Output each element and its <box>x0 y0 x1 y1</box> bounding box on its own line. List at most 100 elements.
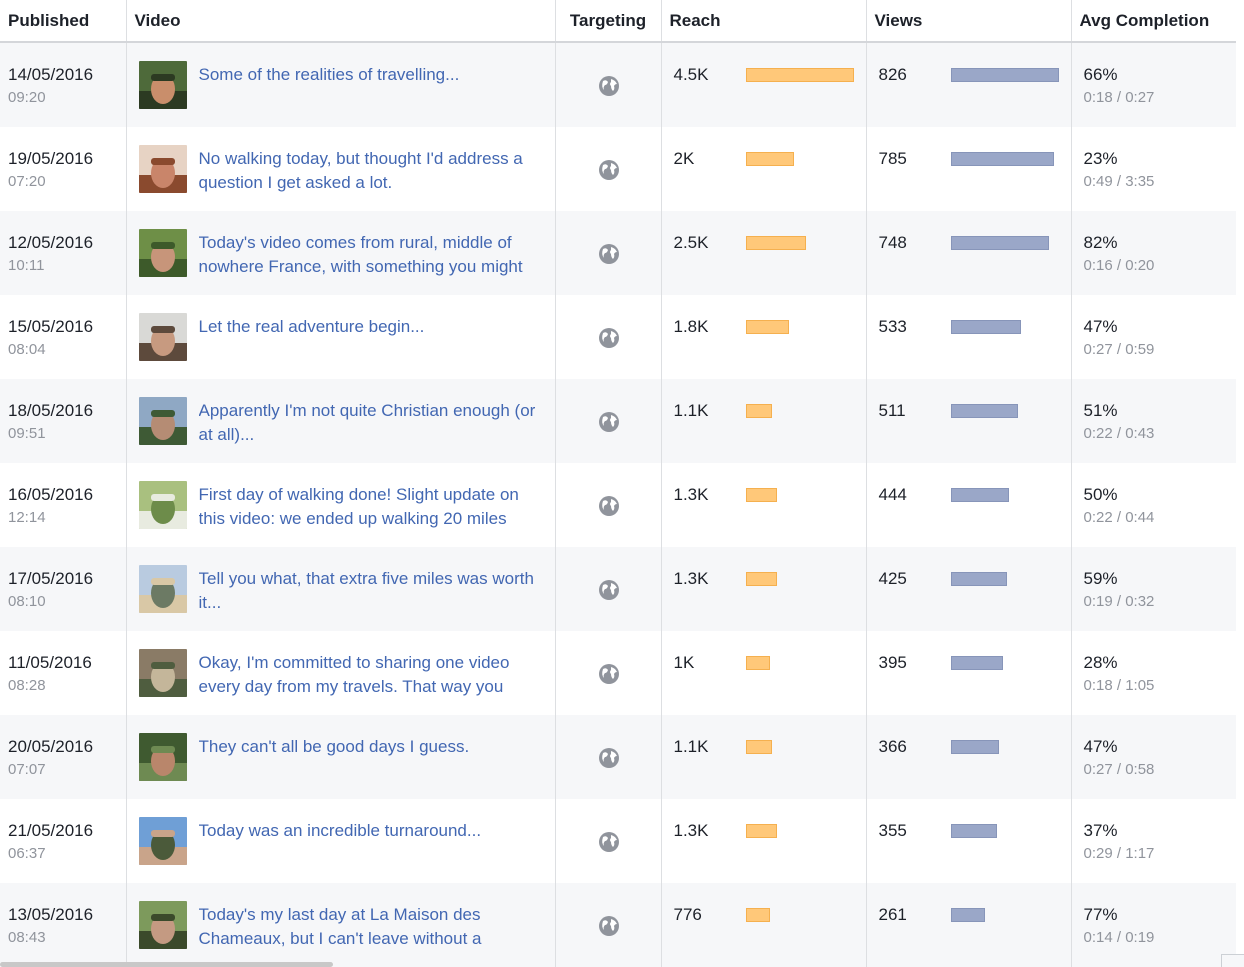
views-value: 533 <box>878 317 907 336</box>
published-cell: 21/05/2016 06:37 <box>0 799 127 883</box>
views-bar <box>950 824 997 838</box>
reach-cell: 4.5K <box>661 42 867 127</box>
video-title-link[interactable]: Let the real adventure begin... <box>198 317 425 336</box>
views-cell: 511 <box>866 379 1072 463</box>
views-value: 395 <box>878 653 907 672</box>
reach-bar <box>745 740 772 754</box>
completion-duration: 0:22 / 0:44 <box>1083 509 1155 526</box>
globe-icon[interactable] <box>598 915 620 937</box>
video-title-link[interactable]: They can't all be good days I guess. <box>198 737 470 756</box>
targeting-cell <box>555 799 662 883</box>
completion-duration: 0:22 / 0:43 <box>1083 425 1155 442</box>
header-video[interactable]: Video <box>126 0 556 43</box>
reach-bar <box>745 404 772 418</box>
globe-icon[interactable] <box>598 747 620 769</box>
video-title-link[interactable]: Some of the realities of travelling... <box>198 65 460 84</box>
published-cell: 20/05/2016 07:07 <box>0 715 127 799</box>
header-avg-completion[interactable]: Avg Completion <box>1071 0 1236 43</box>
published-time: 08:10 <box>8 593 46 610</box>
globe-icon[interactable] <box>598 663 620 685</box>
views-cell: 425 <box>866 547 1072 631</box>
header-targeting[interactable]: Targeting <box>555 0 662 43</box>
globe-icon[interactable] <box>598 579 620 601</box>
table-row[interactable]: 19/05/2016 07:20 No walking today, but t… <box>0 127 1236 211</box>
table-row[interactable]: 21/05/2016 06:37 Today was an incredible… <box>0 799 1236 883</box>
table-row[interactable]: 12/05/2016 10:11 Today's video comes fro… <box>0 211 1236 295</box>
video-title-link[interactable]: First day of walking done! Slight update… <box>198 485 519 528</box>
video-title-link[interactable]: Apparently I'm not quite Christian enoug… <box>198 401 536 444</box>
video-title-link[interactable]: Today was an incredible turnaround... <box>198 821 482 840</box>
reach-value: 1.3K <box>673 569 709 588</box>
video-title-link[interactable]: Today's my last day at La Maison des Cha… <box>198 905 482 948</box>
video-thumbnail[interactable] <box>138 145 187 193</box>
avg-completion-cell: 23% 0:49 / 3:35 <box>1071 127 1236 211</box>
table-row[interactable]: 18/05/2016 09:51 Apparently I'm not quit… <box>0 379 1236 463</box>
video-thumbnail[interactable] <box>138 229 187 277</box>
published-time: 07:20 <box>8 173 46 190</box>
video-thumbnail[interactable] <box>138 565 187 613</box>
globe-icon[interactable] <box>598 831 620 853</box>
table-row[interactable]: 14/05/2016 09:20 Some of the realities o… <box>0 42 1236 127</box>
globe-icon[interactable] <box>598 495 620 517</box>
header-views[interactable]: Views <box>866 0 1072 43</box>
video-thumbnail[interactable] <box>138 397 187 445</box>
video-title-link[interactable]: Today's video comes from rural, middle o… <box>198 233 523 276</box>
globe-icon[interactable] <box>598 327 620 349</box>
header-published[interactable]: Published <box>0 0 127 43</box>
video-cell: Some of the realities of travelling... <box>126 42 556 127</box>
published-date: 13/05/2016 <box>8 905 94 924</box>
video-title-link[interactable]: No walking today, but thought I'd addres… <box>198 149 523 192</box>
views-cell: 261 <box>866 883 1072 967</box>
completion-percent: 28% <box>1083 653 1118 672</box>
globe-icon[interactable] <box>598 243 620 265</box>
header-reach[interactable]: Reach <box>661 0 867 43</box>
targeting-cell <box>555 463 662 547</box>
globe-icon[interactable] <box>598 159 620 181</box>
completion-duration: 0:18 / 1:05 <box>1083 677 1155 694</box>
reach-bar <box>745 236 806 250</box>
targeting-cell <box>555 631 662 715</box>
video-thumbnail[interactable] <box>138 817 187 865</box>
published-cell: 14/05/2016 09:20 <box>0 42 127 127</box>
reach-bar <box>745 152 794 166</box>
video-cell: Today was an incredible turnaround... <box>126 799 556 883</box>
table-row[interactable]: 17/05/2016 08:10 Tell you what, that ext… <box>0 547 1236 631</box>
avg-completion-cell: 82% 0:16 / 0:20 <box>1071 211 1236 295</box>
reach-bar <box>745 320 789 334</box>
targeting-cell <box>555 715 662 799</box>
published-date: 17/05/2016 <box>8 569 94 588</box>
video-thumbnail[interactable] <box>138 61 187 109</box>
views-bar <box>950 236 1049 250</box>
avg-completion-cell: 50% 0:22 / 0:44 <box>1071 463 1236 547</box>
table-row[interactable]: 13/05/2016 08:43 Today's my last day at … <box>0 883 1236 967</box>
reach-value: 4.5K <box>673 65 709 84</box>
table-row[interactable]: 15/05/2016 08:04 Let the real adventure … <box>0 295 1236 379</box>
targeting-cell <box>555 211 662 295</box>
avg-completion-cell: 77% 0:14 / 0:19 <box>1071 883 1236 967</box>
published-date: 21/05/2016 <box>8 821 94 840</box>
video-thumbnail[interactable] <box>138 481 187 529</box>
globe-icon[interactable] <box>598 75 620 97</box>
views-value: 425 <box>878 569 907 588</box>
video-cell: Let the real adventure begin... <box>126 295 556 379</box>
views-bar <box>950 404 1018 418</box>
table-row[interactable]: 16/05/2016 12:14 First day of walking do… <box>0 463 1236 547</box>
globe-icon[interactable] <box>598 411 620 433</box>
completion-percent: 47% <box>1083 737 1118 756</box>
views-bar <box>950 68 1059 82</box>
table-row[interactable]: 11/05/2016 08:28 Okay, I'm committed to … <box>0 631 1236 715</box>
reach-bar <box>745 908 770 922</box>
reach-value: 1K <box>673 653 695 672</box>
horizontal-scrollbar[interactable] <box>0 962 333 967</box>
video-thumbnail[interactable] <box>138 313 187 361</box>
reach-cell: 1.3K <box>661 799 867 883</box>
video-thumbnail[interactable] <box>138 733 187 781</box>
views-value: 261 <box>878 905 907 924</box>
reach-bar <box>745 488 777 502</box>
video-title-link[interactable]: Tell you what, that extra five miles was… <box>198 569 534 612</box>
published-date: 15/05/2016 <box>8 317 94 336</box>
video-title-link[interactable]: Okay, I'm committed to sharing one video… <box>198 653 510 696</box>
table-row[interactable]: 20/05/2016 07:07 They can't all be good … <box>0 715 1236 799</box>
video-thumbnail[interactable] <box>138 649 187 697</box>
video-thumbnail[interactable] <box>138 901 187 949</box>
